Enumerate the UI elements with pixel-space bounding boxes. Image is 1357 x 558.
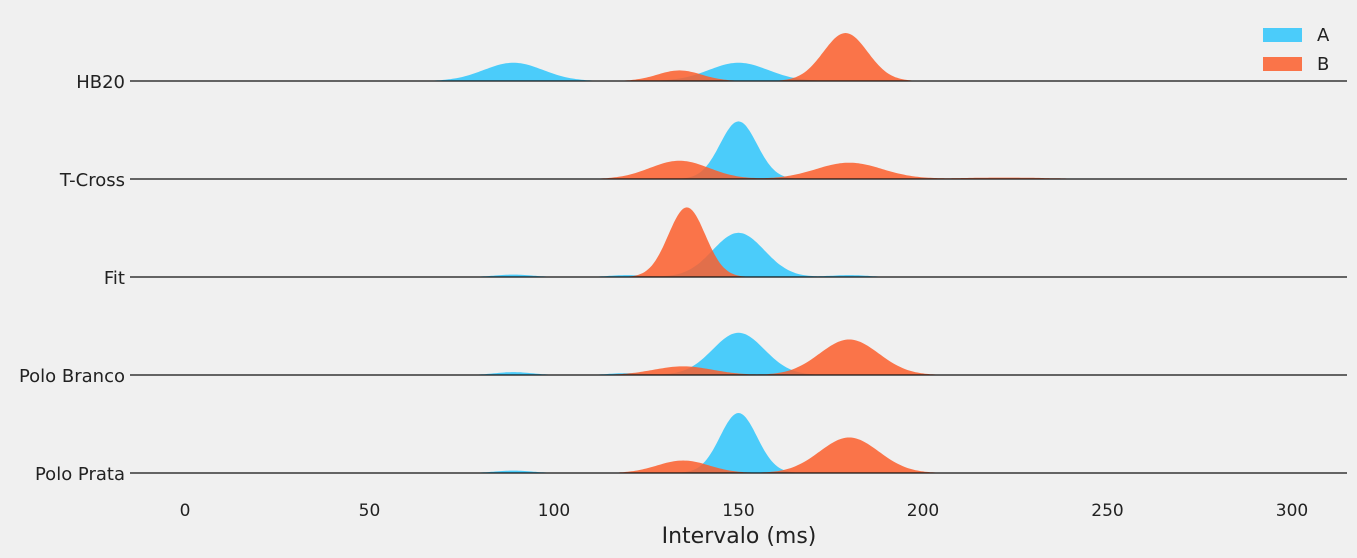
x-tick-100: 100 (538, 501, 570, 521)
density-a-fit (185, 232, 1292, 277)
row-label-t-cross: T-Cross (59, 170, 125, 191)
density-a-polo-prata (185, 413, 1292, 473)
x-tick-0: 0 (180, 501, 191, 521)
baselines (130, 80, 1347, 474)
x-axis-title: Intervalo (ms) (662, 524, 817, 549)
legend-label-b: B (1317, 54, 1329, 75)
x-tick-150: 150 (722, 501, 754, 521)
density-a-polo-branco (185, 332, 1292, 375)
density-a-t-cross (185, 121, 1292, 179)
x-axis-ticks: 0 50 100 150 200 250 300 (180, 501, 1309, 521)
row-label-fit: Fit (104, 268, 125, 289)
legend-swatch-a (1263, 28, 1302, 42)
x-tick-200: 200 (907, 501, 939, 521)
legend-swatch-b (1263, 57, 1302, 71)
x-tick-250: 250 (1091, 501, 1123, 521)
row-label-polo-prata: Polo Prata (35, 464, 125, 485)
row-labels: HB20 T-Cross Fit Polo Branco Polo Prata (19, 72, 125, 485)
legend: AB (1263, 25, 1330, 75)
density-a-hb20 (185, 62, 1292, 81)
legend-label-a: A (1317, 25, 1330, 46)
x-tick-300: 300 (1276, 501, 1308, 521)
x-tick-50: 50 (359, 501, 381, 521)
row-label-hb20: HB20 (76, 72, 125, 93)
row-label-polo-branco: Polo Branco (19, 366, 125, 387)
